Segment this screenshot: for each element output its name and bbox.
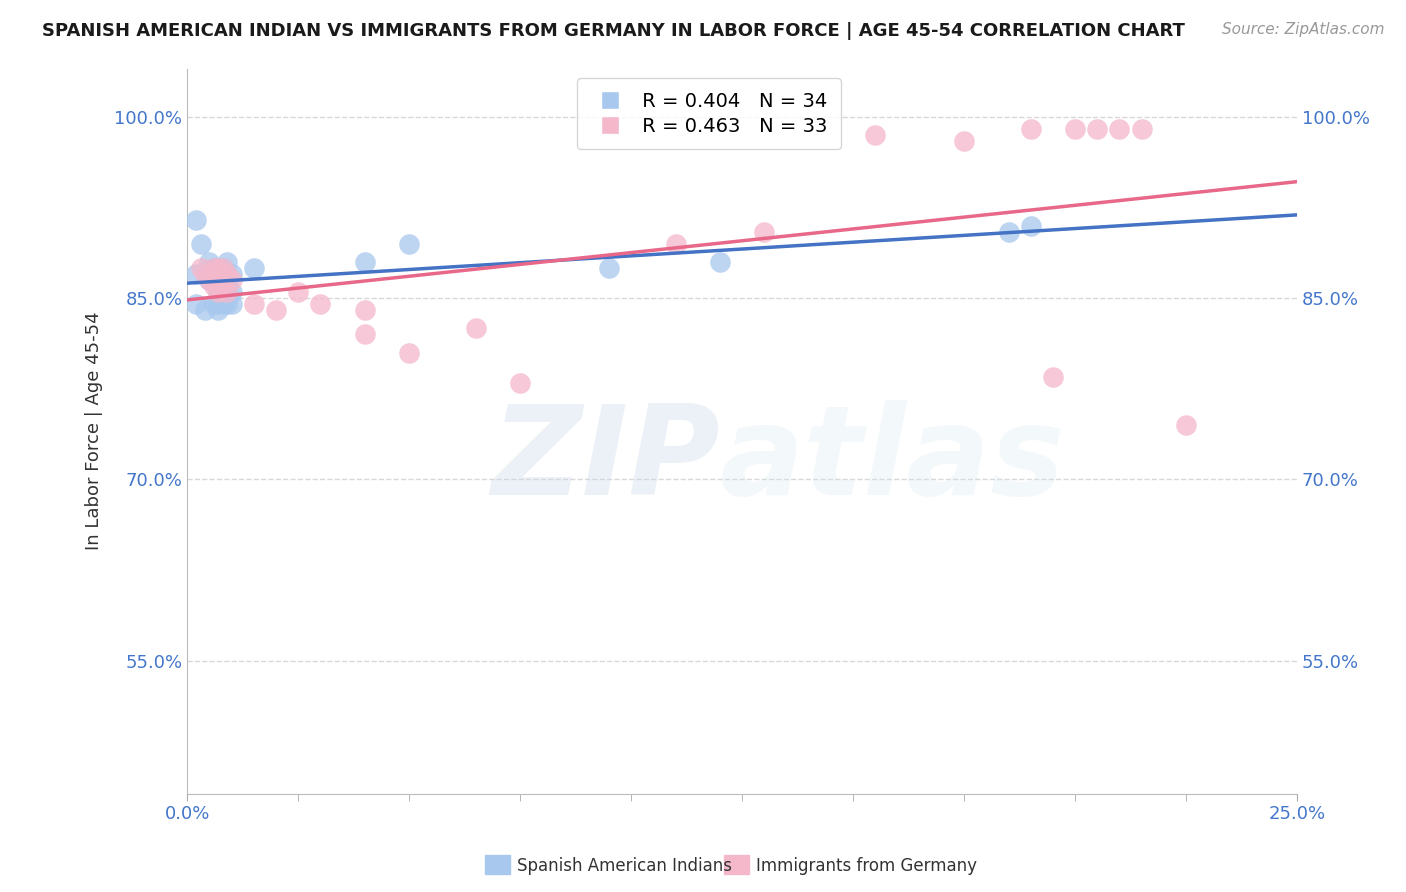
Point [1064, 122, 1087, 136]
Text: SPANISH AMERICAN INDIAN VS IMMIGRANTS FROM GERMANY IN LABOR FORCE | AGE 45-54 CO: SPANISH AMERICAN INDIAN VS IMMIGRANTS FR… [42, 22, 1185, 40]
Point [243, 260, 266, 275]
Point [464, 321, 486, 335]
Text: ZIP: ZIP [491, 400, 720, 521]
Point [221, 267, 243, 281]
Point [211, 279, 233, 293]
Point [186, 297, 208, 311]
Point [194, 267, 217, 281]
Y-axis label: In Labor Force | Age 45-54: In Labor Force | Age 45-54 [86, 312, 103, 550]
Point [1130, 122, 1153, 136]
Point [211, 297, 233, 311]
Point [207, 303, 229, 318]
Text: Immigrants from Germany: Immigrants from Germany [756, 857, 977, 875]
Point [1042, 369, 1064, 384]
Point [353, 303, 375, 318]
Point [207, 273, 229, 287]
Point [217, 279, 239, 293]
Text: Source: ZipAtlas.com: Source: ZipAtlas.com [1222, 22, 1385, 37]
Point [202, 260, 225, 275]
Point [1085, 122, 1108, 136]
Point [509, 376, 531, 390]
Point [217, 267, 239, 281]
Point [398, 236, 420, 251]
Point [1108, 122, 1130, 136]
Point [217, 285, 239, 299]
Point [1019, 219, 1042, 233]
Point [211, 260, 233, 275]
Point [221, 273, 243, 287]
Point [221, 297, 243, 311]
Point [186, 212, 208, 227]
Point [202, 273, 225, 287]
Point [190, 236, 212, 251]
Point [1019, 122, 1042, 136]
Point [217, 255, 239, 269]
Point [309, 297, 332, 311]
Point [207, 285, 229, 299]
Point [221, 285, 243, 299]
Point [202, 279, 225, 293]
Point [353, 255, 375, 269]
Point [598, 260, 620, 275]
Point [865, 128, 887, 142]
Point [186, 267, 208, 281]
Point [709, 255, 731, 269]
Point [243, 297, 266, 311]
Point [207, 285, 229, 299]
Point [202, 297, 225, 311]
Point [198, 255, 221, 269]
Point [198, 273, 221, 287]
Point [264, 303, 287, 318]
Point [198, 273, 221, 287]
Point [287, 285, 309, 299]
Point [190, 260, 212, 275]
Point [353, 327, 375, 342]
Point [953, 134, 976, 148]
Point [754, 225, 776, 239]
Point [211, 273, 233, 287]
Point [217, 297, 239, 311]
Point [1175, 418, 1198, 433]
Point [202, 260, 225, 275]
Point [207, 260, 229, 275]
Point [664, 236, 686, 251]
Point [997, 225, 1019, 239]
Legend:  R = 0.404   N = 34,  R = 0.463   N = 33: R = 0.404 N = 34, R = 0.463 N = 33 [578, 78, 841, 149]
Point [217, 285, 239, 299]
Point [207, 260, 229, 275]
Point [211, 260, 233, 275]
Point [194, 303, 217, 318]
Text: Spanish American Indians: Spanish American Indians [517, 857, 733, 875]
Point [211, 285, 233, 299]
Point [207, 267, 229, 281]
Point [217, 267, 239, 281]
Text: atlas: atlas [720, 400, 1066, 521]
Point [398, 345, 420, 359]
Point [207, 297, 229, 311]
